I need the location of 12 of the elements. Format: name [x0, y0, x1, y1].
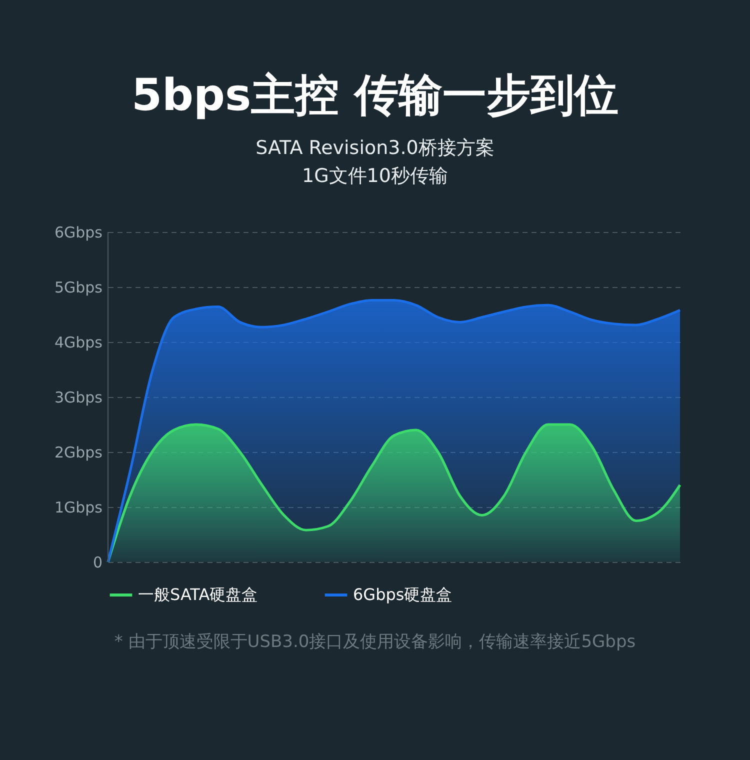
- y-tick-label: 5Gbps: [54, 278, 103, 296]
- legend-label: 6Gbps硬盘盒: [353, 585, 452, 604]
- legend-label: 一般SATA硬盘盒: [138, 585, 258, 604]
- y-tick-label: 3Gbps: [54, 388, 103, 406]
- y-tick-label: 4Gbps: [54, 334, 103, 352]
- y-tick-label: 2Gbps: [54, 444, 103, 462]
- chart-subtitle: SATA Revision3.0桥接方案 1G文件10秒传输: [254, 136, 496, 189]
- y-tick-label: 0: [92, 554, 102, 572]
- chart-title: 5bps主控 传输一步到位: [130, 69, 620, 123]
- y-tick-label: 6Gbps: [54, 224, 103, 242]
- y-tick-label: 1Gbps: [54, 498, 103, 516]
- text: * 由于顶速受限于USB3.0接口及使用设备影响，传输速率接近5Gbps: [113, 631, 637, 653]
